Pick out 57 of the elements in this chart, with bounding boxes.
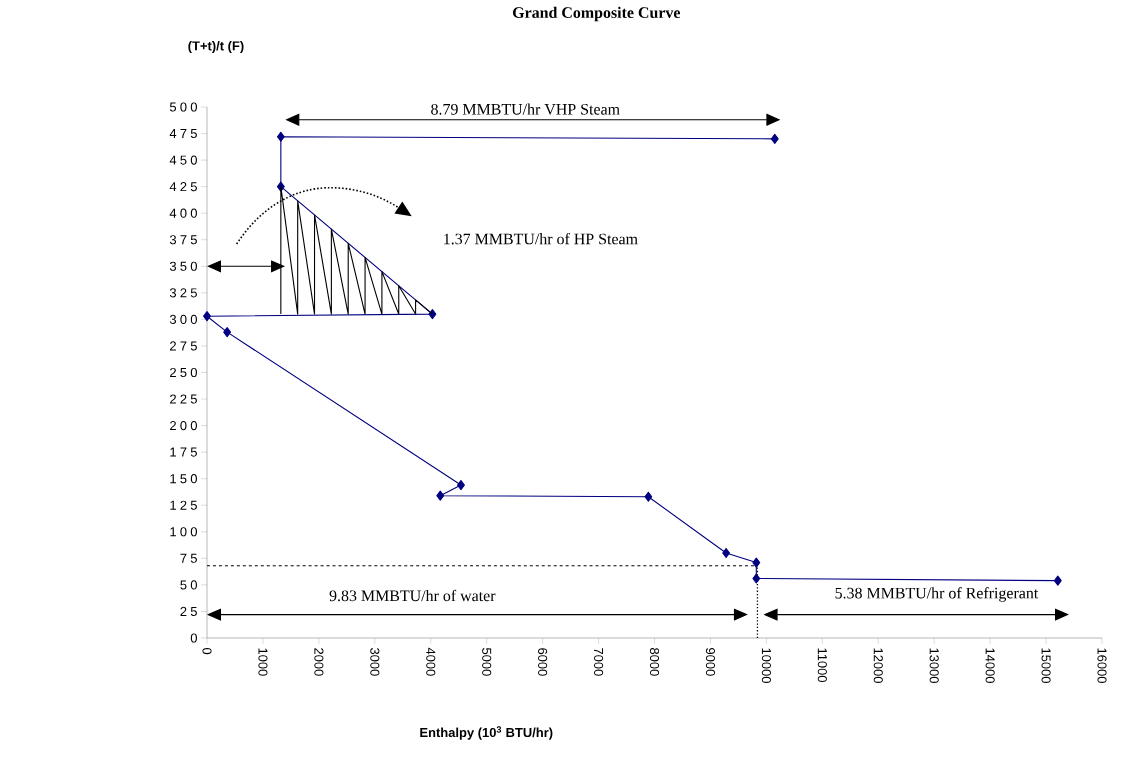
y-axis-title: (T+t)/t (F): [188, 40, 244, 54]
y-tick-label: 3 2 5: [169, 288, 197, 298]
x-tick-label: 11000: [817, 648, 827, 683]
point: [457, 480, 465, 491]
y-tick-label: 3 5 0: [169, 261, 197, 271]
y-tick-label: 1 7 5: [170, 447, 197, 457]
y-tick-label: 4 2 5: [169, 182, 197, 192]
x-tick-label: 8000: [649, 648, 660, 676]
x-tick-label: 12000: [873, 648, 883, 684]
x-tick-label: 1000: [258, 648, 268, 676]
point: [1053, 575, 1062, 586]
y-tick-label: 2 0 0: [170, 421, 197, 431]
y-tick-label: 4 5 0: [169, 155, 197, 165]
point: [203, 311, 211, 322]
y-tick-label: 2 5: [180, 606, 197, 617]
x-axis-title: Enthalpy (10$^{3}$ BTU/hr): [420, 726, 553, 740]
point: [436, 490, 445, 501]
point: [276, 131, 285, 142]
point: [770, 133, 779, 144]
x-tick-label: 14000: [985, 648, 995, 684]
x-tick-label: 0: [202, 648, 212, 655]
point: [223, 327, 232, 338]
x-tick-label: 2000: [314, 648, 324, 676]
y-tick-label: 1 5 0: [170, 474, 197, 484]
y-tick-label: 3 7 5: [169, 235, 197, 245]
y-tick-label: 0: [190, 633, 197, 643]
annotation: 1.37 MMBTU/hr of HP Steam: [444, 232, 638, 245]
x-tick-label: 13000: [929, 648, 939, 684]
point: [644, 491, 653, 502]
x-tick-label: 16000: [1097, 648, 1107, 684]
y-tick-label: 4 0 0: [169, 208, 197, 218]
annotation: 8.79 MMBTU/hr VHP Steam: [431, 103, 620, 115]
y-tick-label: 1 2 5: [170, 500, 197, 510]
x-tick-label: 9000: [705, 648, 716, 676]
y-tick-label: 5 0: [180, 580, 197, 590]
y-tick-label: 1 0 0: [170, 527, 197, 537]
x-tick-label: 6000: [538, 648, 548, 676]
y-tick-label: 2 7 5: [170, 341, 197, 351]
point: [428, 309, 437, 320]
x-tick-label: 3000: [370, 648, 380, 676]
y-tick-label: 2 2 5: [170, 394, 197, 404]
y-tick-label: 2 5 0: [170, 367, 197, 378]
x-tick-label: 4000: [426, 647, 436, 676]
x-tick-label: 15000: [1041, 648, 1051, 684]
y-tick-label: 3 0 0: [169, 314, 197, 324]
annotation: 5.38 MMBTU/hr of Refrigerant: [835, 587, 1039, 602]
x-tick-label: 5000: [482, 648, 492, 676]
point: [752, 573, 761, 584]
y-tick-label: 7 5: [180, 553, 197, 563]
point: [752, 557, 761, 568]
y-tick-label: 5 0 0: [169, 102, 197, 112]
chart-title: Grand Composite Curve: [512, 6, 681, 22]
point: [722, 547, 731, 559]
y-tick-label: 4 7 5: [169, 129, 197, 139]
x-tick-label: 7000: [593, 648, 604, 676]
x-tick-label: 10000: [761, 648, 771, 684]
annotation: 9.83 MMBTU/hr of water: [329, 589, 496, 602]
